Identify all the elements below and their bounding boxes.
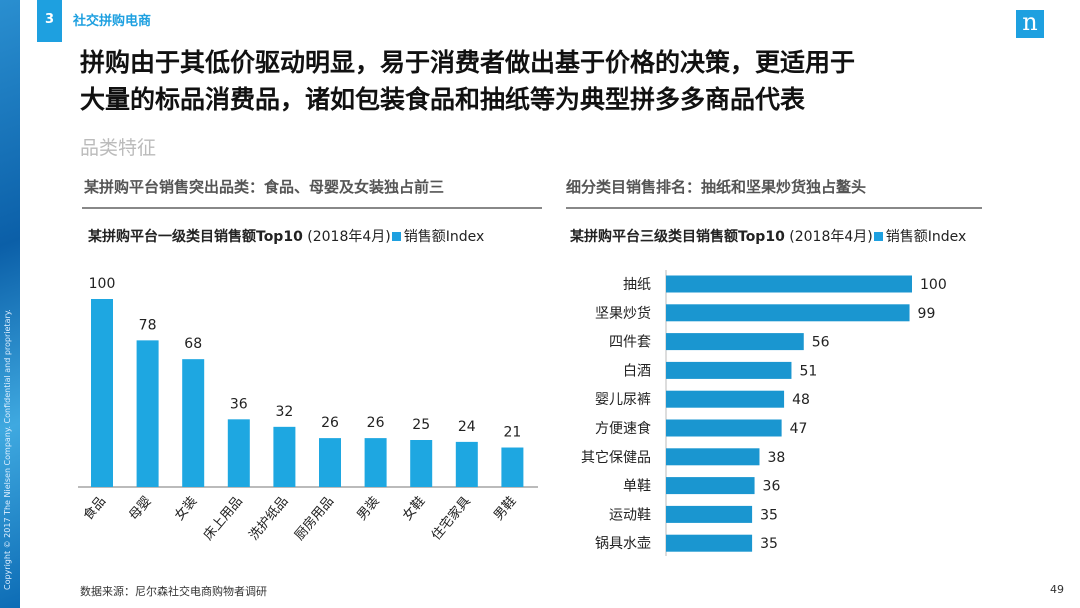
y-tick-label: 抽纸 [623, 277, 651, 293]
data-label: 99 [918, 306, 936, 322]
bar [273, 426, 296, 487]
x-tick-label: 食品 [80, 493, 109, 523]
y-tick-label: 运动鞋 [609, 507, 651, 523]
y-tick-label: 四件套 [609, 335, 651, 351]
bar [666, 419, 782, 437]
bar [666, 448, 760, 466]
right-header: 细分类目销售排名：抽纸和坚果炒货独占鳌头 [566, 178, 867, 196]
data-label: 24 [458, 419, 476, 435]
bar [666, 361, 792, 379]
page-number: 49 [1050, 583, 1064, 596]
bar [501, 447, 524, 487]
left-header: 某拼购平台销售突出品类：食品、母婴及女装独占前三 [84, 178, 445, 196]
y-tick-label: 婴儿尿裤 [595, 392, 651, 408]
x-tick-label: 住宅家具 [428, 493, 474, 543]
y-tick-label: 锅具水壶 [595, 536, 651, 552]
y-tick-label: 单鞋 [623, 479, 651, 495]
legend-swatch [391, 232, 401, 241]
bar [227, 419, 250, 487]
legend-swatch [873, 232, 883, 241]
section-number: 3 [37, 0, 62, 42]
right-chart-date: (2018年4月) [789, 229, 873, 245]
data-label: 32 [275, 404, 293, 420]
y-tick-label: 坚果炒货 [595, 305, 651, 322]
right-legend-label: 销售额Index [885, 229, 967, 245]
y-tick-label: 其它保健品 [581, 449, 651, 466]
nielsen-logo: n [1016, 10, 1044, 38]
bar [666, 390, 785, 408]
bar [136, 340, 159, 487]
x-tick-label: 床上用品 [201, 494, 246, 543]
left-divider [82, 207, 542, 209]
x-tick-label: 女鞋 [399, 493, 428, 523]
data-label: 100 [89, 276, 116, 292]
sidebar-band: Copyright © 2017 The Nielsen Company. Co… [0, 0, 20, 608]
bar [182, 359, 205, 487]
y-tick-label: 白酒 [623, 363, 651, 379]
data-label: 36 [230, 396, 248, 412]
data-source: 数据来源：尼尔森社交电商购物者调研 [80, 585, 267, 598]
y-tick-label: 方便速食 [595, 420, 651, 437]
title-line-1: 拼购由于其低价驱动明显，易于消费者做出基于价格的决策，更适用于 [80, 48, 856, 77]
x-tick-label: 厨房用品 [291, 493, 337, 543]
x-tick-label: 女装 [171, 493, 200, 523]
data-label: 35 [760, 536, 778, 552]
bar [666, 275, 912, 293]
bar [666, 534, 753, 552]
data-label: 25 [412, 417, 430, 433]
data-label: 56 [812, 335, 830, 351]
bar [666, 333, 804, 351]
left-chart-date: (2018年4月) [307, 229, 391, 245]
data-label: 68 [184, 336, 202, 352]
data-label: 47 [790, 421, 808, 437]
x-tick-label: 母婴 [126, 494, 154, 524]
data-label: 78 [139, 317, 157, 333]
left-chart-title-text: 某拼购平台一级类目销售额Top10 [88, 229, 303, 245]
data-label: 48 [792, 392, 810, 408]
section-title: 社交拼购电商 [73, 14, 152, 29]
bar [364, 438, 387, 487]
title-line-2: 大量的标品消费品，诸如包装食品和抽纸等为典型拼多多商品代表 [80, 85, 806, 114]
left-chart-title: 某拼购平台一级类目销售额Top10 (2018年4月) 销售额Index [88, 226, 484, 246]
data-label: 100 [920, 277, 947, 293]
page-title: 拼购由于其低价驱动明显，易于消费者做出基于价格的决策，更适用于 大量的标品消费品… [80, 44, 1060, 118]
x-tick-label: 男装 [354, 494, 382, 524]
data-label: 26 [367, 415, 385, 431]
right-chart-title: 某拼购平台三级类目销售额Top10 (2018年4月) 销售额Index [570, 226, 966, 246]
subtitle: 品类特征 [80, 137, 157, 159]
bar [666, 505, 753, 523]
x-tick-label: 洗护纸品 [247, 494, 292, 543]
right-divider [566, 207, 982, 209]
data-label: 36 [763, 479, 781, 495]
bar [666, 304, 910, 322]
data-label: 21 [503, 425, 521, 441]
data-label: 26 [321, 415, 339, 431]
data-label: 38 [767, 450, 785, 466]
data-label: 35 [760, 507, 778, 523]
bar [666, 477, 755, 495]
x-tick-label: 男鞋 [490, 493, 519, 523]
bar [455, 441, 478, 487]
bar [410, 440, 433, 487]
bar [319, 438, 341, 487]
left-legend-label: 销售额Index [403, 229, 485, 245]
data-label: 51 [799, 363, 817, 379]
bar [91, 299, 113, 487]
right-chart-title-text: 某拼购平台三级类目销售额Top10 [570, 229, 785, 245]
